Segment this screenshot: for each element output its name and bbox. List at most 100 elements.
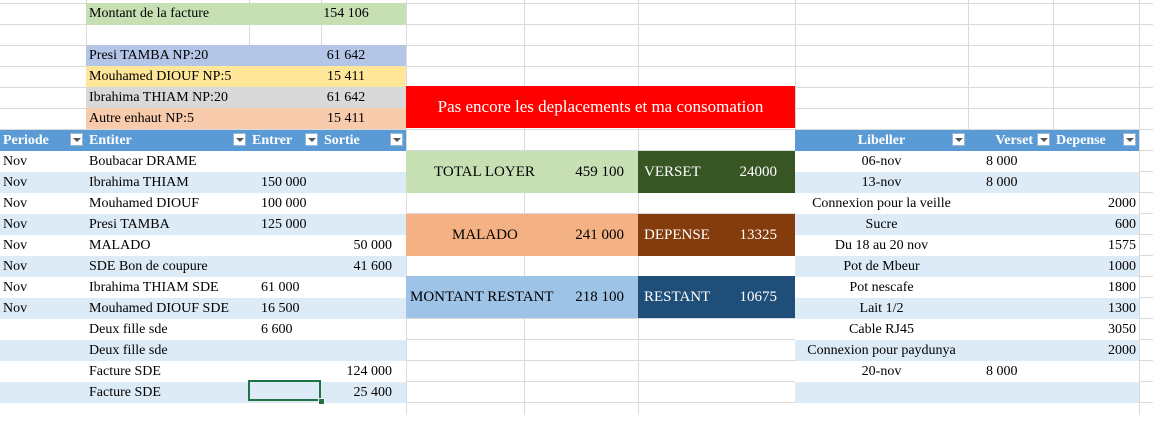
cell-sortie[interactable] bbox=[321, 193, 406, 214]
cell-sortie[interactable] bbox=[321, 340, 406, 361]
share-value[interactable]: 15 411 bbox=[286, 108, 406, 129]
cell-entiter[interactable]: Mouhamed DIOUF SDE bbox=[89, 301, 229, 316]
cell-libeller[interactable]: Pot nescafe bbox=[849, 280, 914, 295]
fill-handle[interactable] bbox=[318, 398, 325, 405]
cell-entiter[interactable]: Ibrahima THIAM SDE bbox=[89, 280, 219, 295]
total-box[interactable]: TOTAL LOYER 459 100 bbox=[406, 151, 638, 193]
cell-entiter[interactable]: Deux fille sde bbox=[89, 343, 168, 358]
cell-depense[interactable] bbox=[1053, 151, 1139, 172]
cell-libeller[interactable]: Connexion pour paydunya bbox=[807, 343, 956, 358]
note-banner[interactable]: Pas encore les deplacements et ma consom… bbox=[406, 86, 795, 128]
perso-box[interactable]: RESTANT 10675 bbox=[638, 276, 795, 318]
cell-verset[interactable] bbox=[968, 298, 1053, 319]
facture-label[interactable]: Montant de la facture bbox=[86, 3, 286, 25]
col-header-verset[interactable]: Verset bbox=[968, 130, 1053, 151]
cell-depense[interactable] bbox=[1053, 361, 1139, 382]
cell-libeller[interactable]: Du 18 au 20 nov bbox=[834, 238, 929, 253]
cell-libeller[interactable]: Sucre bbox=[865, 217, 898, 232]
share-label[interactable]: Mouhamed DIOUF NP:5 bbox=[86, 66, 286, 87]
cell-depense[interactable]: 2000 bbox=[1108, 343, 1136, 358]
cell-entiter[interactable]: SDE Bon de coupure bbox=[89, 259, 208, 274]
cell-entiter[interactable]: Facture SDE bbox=[89, 385, 161, 400]
cell-depense[interactable]: 2000 bbox=[1108, 196, 1136, 211]
cell-periode[interactable]: Nov bbox=[3, 238, 28, 253]
cell-verset[interactable]: 8 000 bbox=[986, 154, 1018, 169]
cell-verset[interactable] bbox=[968, 319, 1053, 340]
cell-sortie[interactable] bbox=[321, 172, 406, 193]
cell-periode[interactable]: Nov bbox=[3, 217, 28, 232]
cell-sortie[interactable] bbox=[321, 319, 406, 340]
cell-sortie[interactable]: 41 600 bbox=[353, 259, 393, 274]
total-box[interactable]: MONTANT RESTANT 218 100 bbox=[406, 276, 638, 318]
cell-entrer[interactable]: 100 000 bbox=[261, 196, 307, 211]
total-box[interactable]: MALADO 241 000 bbox=[406, 214, 638, 256]
col-header-libeller[interactable]: Libeller bbox=[795, 130, 968, 151]
cell-verset[interactable] bbox=[968, 235, 1053, 256]
cell-depense[interactable]: 3050 bbox=[1108, 322, 1136, 337]
filter-dropdown-icon[interactable] bbox=[70, 133, 83, 146]
cell-entrer[interactable]: 16 500 bbox=[261, 301, 300, 316]
cell-verset[interactable]: 8 000 bbox=[986, 175, 1018, 190]
cell-entiter[interactable]: Facture SDE bbox=[89, 364, 161, 379]
col-header-periode[interactable]: Periode bbox=[0, 130, 86, 151]
cell-verset[interactable] bbox=[968, 193, 1053, 214]
cell-depense[interactable] bbox=[1053, 172, 1139, 193]
share-label[interactable]: Presi TAMBA NP:20 bbox=[86, 45, 286, 66]
cell-libeller[interactable]: Lait 1/2 bbox=[859, 301, 904, 316]
cell-verset[interactable] bbox=[968, 214, 1053, 235]
cell-entiter[interactable]: Boubacar DRAME bbox=[89, 154, 197, 169]
cell-depense[interactable]: 1000 bbox=[1108, 259, 1136, 274]
cell-sortie[interactable] bbox=[321, 151, 406, 172]
cell-entiter[interactable]: Ibrahima THIAM bbox=[89, 175, 189, 190]
cell-entrer[interactable]: 150 000 bbox=[261, 175, 307, 190]
share-label[interactable]: Ibrahima THIAM NP:20 bbox=[86, 87, 286, 108]
share-label[interactable]: Autre enhaut NP:5 bbox=[86, 108, 286, 129]
cell-periode[interactable] bbox=[0, 361, 86, 382]
cell-entrer[interactable]: 6 600 bbox=[261, 322, 293, 337]
col-header-depense[interactable]: Depense bbox=[1053, 130, 1139, 151]
cell-libeller[interactable]: Connexion pour la veille bbox=[812, 196, 951, 211]
cell-sortie[interactable] bbox=[321, 214, 406, 235]
cell-periode[interactable] bbox=[0, 382, 86, 403]
cell-periode[interactable]: Nov bbox=[3, 301, 28, 316]
cell-verset[interactable] bbox=[968, 256, 1053, 277]
cell-depense[interactable]: 1800 bbox=[1108, 280, 1136, 295]
share-value[interactable]: 61 642 bbox=[286, 45, 406, 66]
cell-periode[interactable] bbox=[0, 340, 86, 361]
cell-depense[interactable]: 1575 bbox=[1108, 238, 1136, 253]
cell-entiter[interactable]: Deux fille sde bbox=[89, 322, 168, 337]
cell-entiter[interactable]: Presi TAMBA bbox=[89, 217, 170, 232]
perso-box[interactable]: VERSET 24000 bbox=[638, 151, 795, 193]
col-header-entrer[interactable]: Entrer bbox=[249, 130, 321, 151]
cell-periode[interactable]: Nov bbox=[3, 154, 28, 169]
cell-entrer[interactable]: 125 000 bbox=[261, 217, 307, 232]
cell-sortie[interactable]: 124 000 bbox=[346, 364, 393, 379]
cell-periode[interactable]: Nov bbox=[3, 175, 28, 190]
filter-dropdown-icon[interactable] bbox=[1123, 133, 1136, 146]
filter-dropdown-icon[interactable] bbox=[305, 133, 318, 146]
col-header-entiter[interactable]: Entiter bbox=[86, 130, 249, 151]
share-value[interactable]: 61 642 bbox=[286, 87, 406, 108]
cell-libeller[interactable]: Pot de Mbeur bbox=[843, 259, 920, 274]
share-value[interactable]: 15 411 bbox=[286, 66, 406, 87]
cell-entiter[interactable]: Mouhamed DIOUF bbox=[89, 196, 200, 211]
selected-cell[interactable] bbox=[248, 380, 321, 401]
cell-sortie[interactable]: 25 400 bbox=[353, 385, 393, 400]
cell-depense[interactable]: 600 bbox=[1115, 217, 1136, 232]
cell-entrer[interactable] bbox=[249, 151, 321, 172]
cell-sortie[interactable] bbox=[321, 277, 406, 298]
cell-libeller[interactable]: 13-nov bbox=[861, 175, 902, 190]
cell-libeller[interactable]: Cable RJ45 bbox=[849, 322, 914, 337]
cell-periode[interactable] bbox=[0, 319, 86, 340]
filter-dropdown-icon[interactable] bbox=[1037, 133, 1050, 146]
cell-entrer[interactable] bbox=[249, 256, 321, 277]
filter-dropdown-icon[interactable] bbox=[233, 133, 246, 146]
perso-box[interactable]: DEPENSE 13325 bbox=[638, 214, 795, 256]
cell-periode[interactable]: Nov bbox=[3, 259, 28, 274]
cell-entrer[interactable]: 61 000 bbox=[261, 280, 300, 295]
cell-verset[interactable]: 8 000 bbox=[986, 364, 1018, 379]
cell-verset[interactable] bbox=[968, 340, 1053, 361]
cell-sortie[interactable] bbox=[321, 298, 406, 319]
cell-entrer[interactable] bbox=[249, 361, 321, 382]
facture-value[interactable]: 154 106 bbox=[286, 3, 406, 25]
